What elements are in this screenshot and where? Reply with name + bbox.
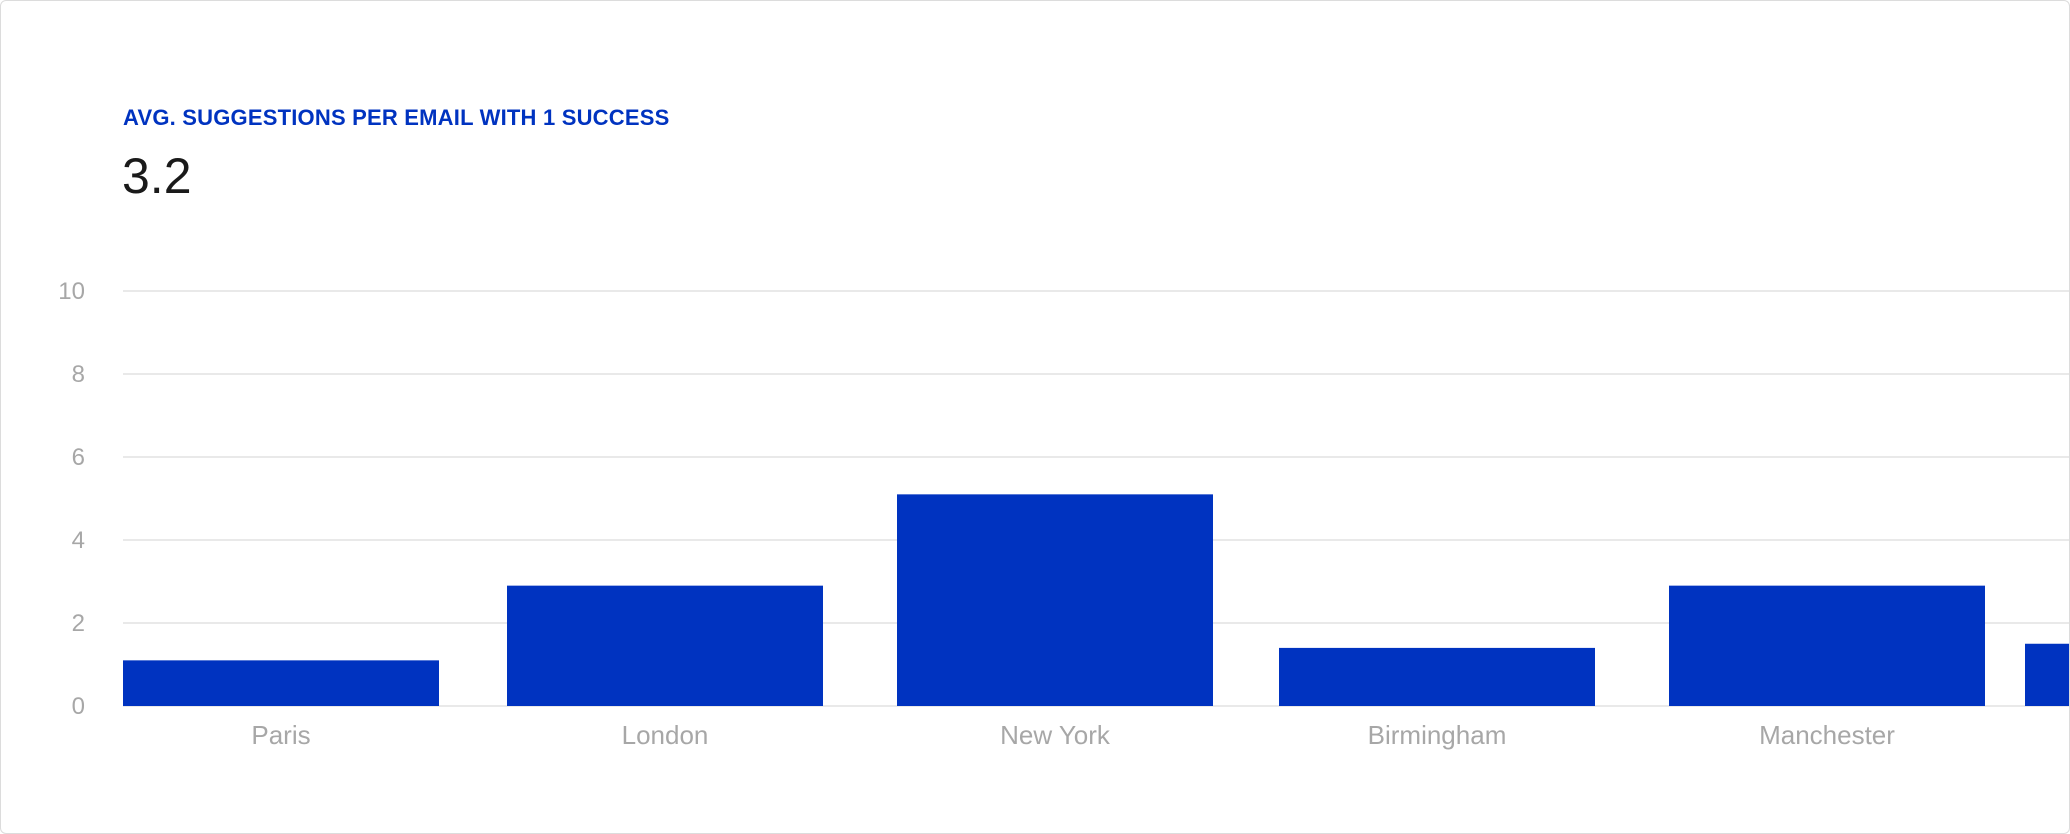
y-tick-label: 2 (72, 610, 85, 637)
y-tick-label: 6 (72, 444, 85, 471)
metric-value: 3.2 (122, 148, 192, 204)
x-tick-label: New York (1000, 720, 1111, 750)
y-tick-label: 0 (72, 693, 85, 720)
bar-london[interactable] (507, 585, 823, 706)
bar-paris[interactable] (123, 660, 439, 706)
x-tick-label: Paris (251, 720, 310, 750)
bar-birmingham[interactable] (1279, 647, 1595, 706)
bar-manchester[interactable] (1669, 585, 1985, 706)
bar-partial[interactable] (2025, 643, 2069, 706)
x-tick-label: Birmingham (1368, 720, 1507, 750)
x-tick-label: London (622, 720, 709, 750)
y-tick-label: 8 (72, 361, 85, 388)
bar-new-york[interactable] (897, 494, 1213, 706)
y-tick-label: 4 (72, 527, 85, 554)
y-tick-label: 10 (58, 278, 85, 305)
x-tick-label: Manchester (1759, 720, 1895, 750)
metric-title: AVG. SUGGESTIONS PER EMAIL WITH 1 SUCCES… (123, 105, 670, 130)
